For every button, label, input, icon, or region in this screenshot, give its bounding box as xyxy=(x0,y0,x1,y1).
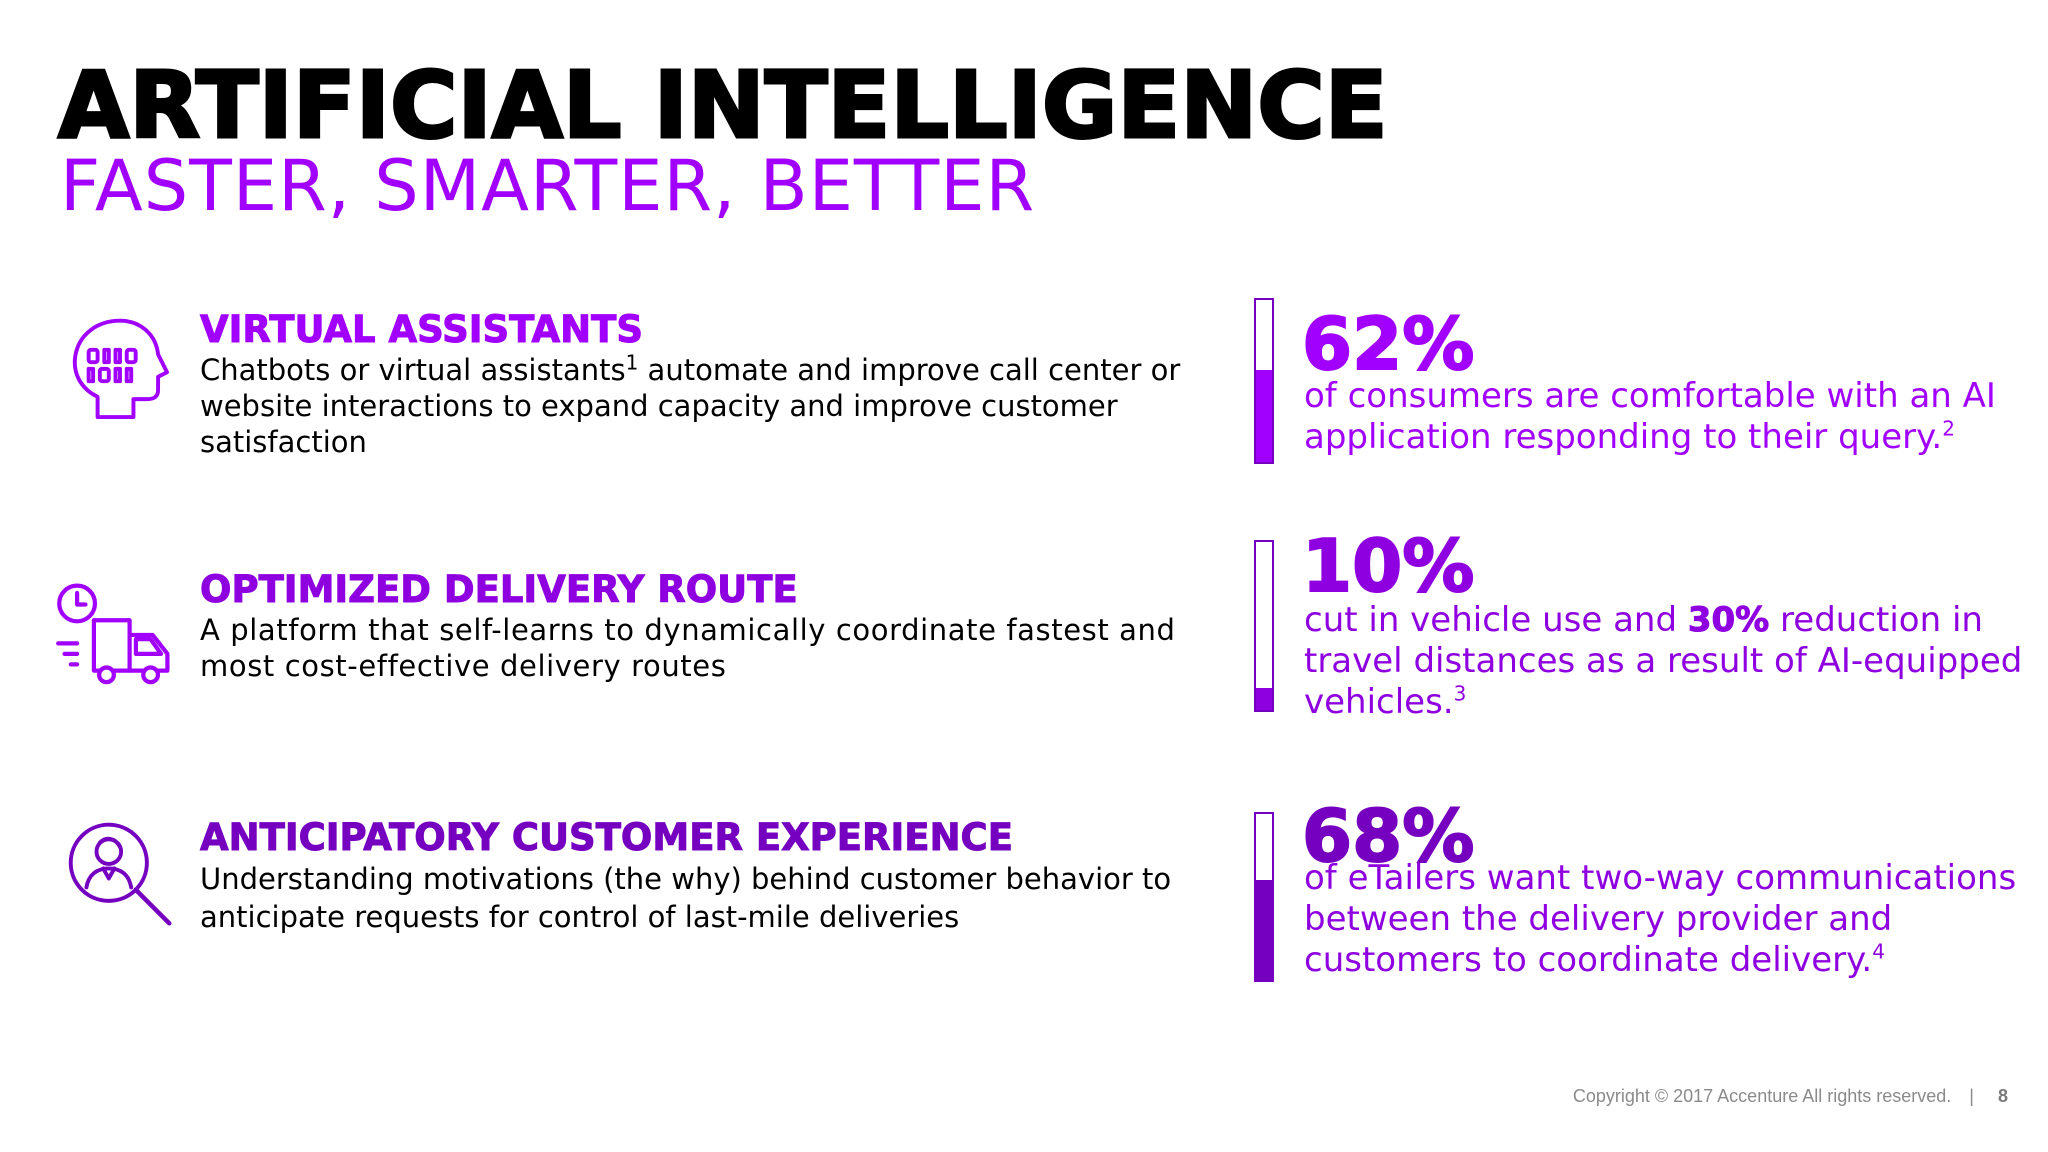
copyright-text: Copyright © 2017 Accenture All rights re… xyxy=(1572,1086,1952,1106)
stat-value: 10% xyxy=(1301,524,1475,608)
footnote-ref: 4 xyxy=(1872,939,1885,964)
feature-optimized-delivery-route: OPTIMIZED DELIVERY ROUTE A platform that… xyxy=(0,560,1220,710)
feature-title: VIRTUAL ASSISTANTS xyxy=(199,308,644,352)
delivery-truck-clock-icon xyxy=(54,576,180,696)
stat-level-fill xyxy=(1256,880,1272,980)
footnote-ref: 2 xyxy=(1942,416,1955,441)
feature-virtual-assistants: VIRTUAL ASSISTANTS Chatbots or virtual a… xyxy=(0,300,1220,470)
stat-level-bar xyxy=(1254,298,1274,464)
feature-description: Understanding motivations (the why) behi… xyxy=(200,862,1172,934)
stat-highlight: 30% xyxy=(1687,600,1770,641)
stat-value: 62% xyxy=(1301,302,1475,386)
stat-consumers-comfortable: 62% of consumers are comfortable with an… xyxy=(1254,298,2034,468)
stat-level-fill xyxy=(1256,369,1272,462)
stat-vehicle-cut: 10% cut in vehicle use and 30% reduction… xyxy=(1254,525,2034,722)
stat-level-bar xyxy=(1254,812,1274,982)
page-title: ARTIFICIAL INTELLIGENCE xyxy=(57,52,1390,159)
feature-title: ANTICIPATORY CUSTOMER EXPERIENCE xyxy=(200,816,1014,860)
stat-level-bar xyxy=(1254,540,1274,712)
feature-title: OPTIMIZED DELIVERY ROUTE xyxy=(200,568,799,612)
stat-value: 68% xyxy=(1301,794,1475,878)
footer: Copyright © 2017 Accenture All rights re… xyxy=(1573,1086,2008,1107)
stat-text: cut in vehicle use and 30% reduction in … xyxy=(1304,600,2023,723)
page-subtitle: FASTER, SMARTER, BETTER xyxy=(60,145,1036,227)
stat-etailers-communication: 68% of eTailers want two-way communicati… xyxy=(1254,795,2034,990)
footnote-ref: 3 xyxy=(1453,681,1467,706)
footer-separator: | xyxy=(1969,1086,1974,1106)
stat-text: of eTailers want two-way communications … xyxy=(1304,858,2017,980)
customer-magnifier-icon xyxy=(64,818,176,930)
feature-anticipatory-customer-experience: ANTICIPATORY CUSTOMER EXPERIENCE Underst… xyxy=(0,812,1220,962)
stat-text: of consumers are comfortable with an AI … xyxy=(1304,376,1996,457)
footnote-ref: 1 xyxy=(625,350,639,375)
head-binary-icon xyxy=(64,314,176,426)
page-number: 8 xyxy=(1997,1086,2008,1106)
stat-level-fill xyxy=(1256,688,1272,710)
feature-description: Chatbots or virtual assistants1 automate… xyxy=(200,350,1181,459)
feature-description: A platform that self-learns to dynamical… xyxy=(200,613,1176,683)
